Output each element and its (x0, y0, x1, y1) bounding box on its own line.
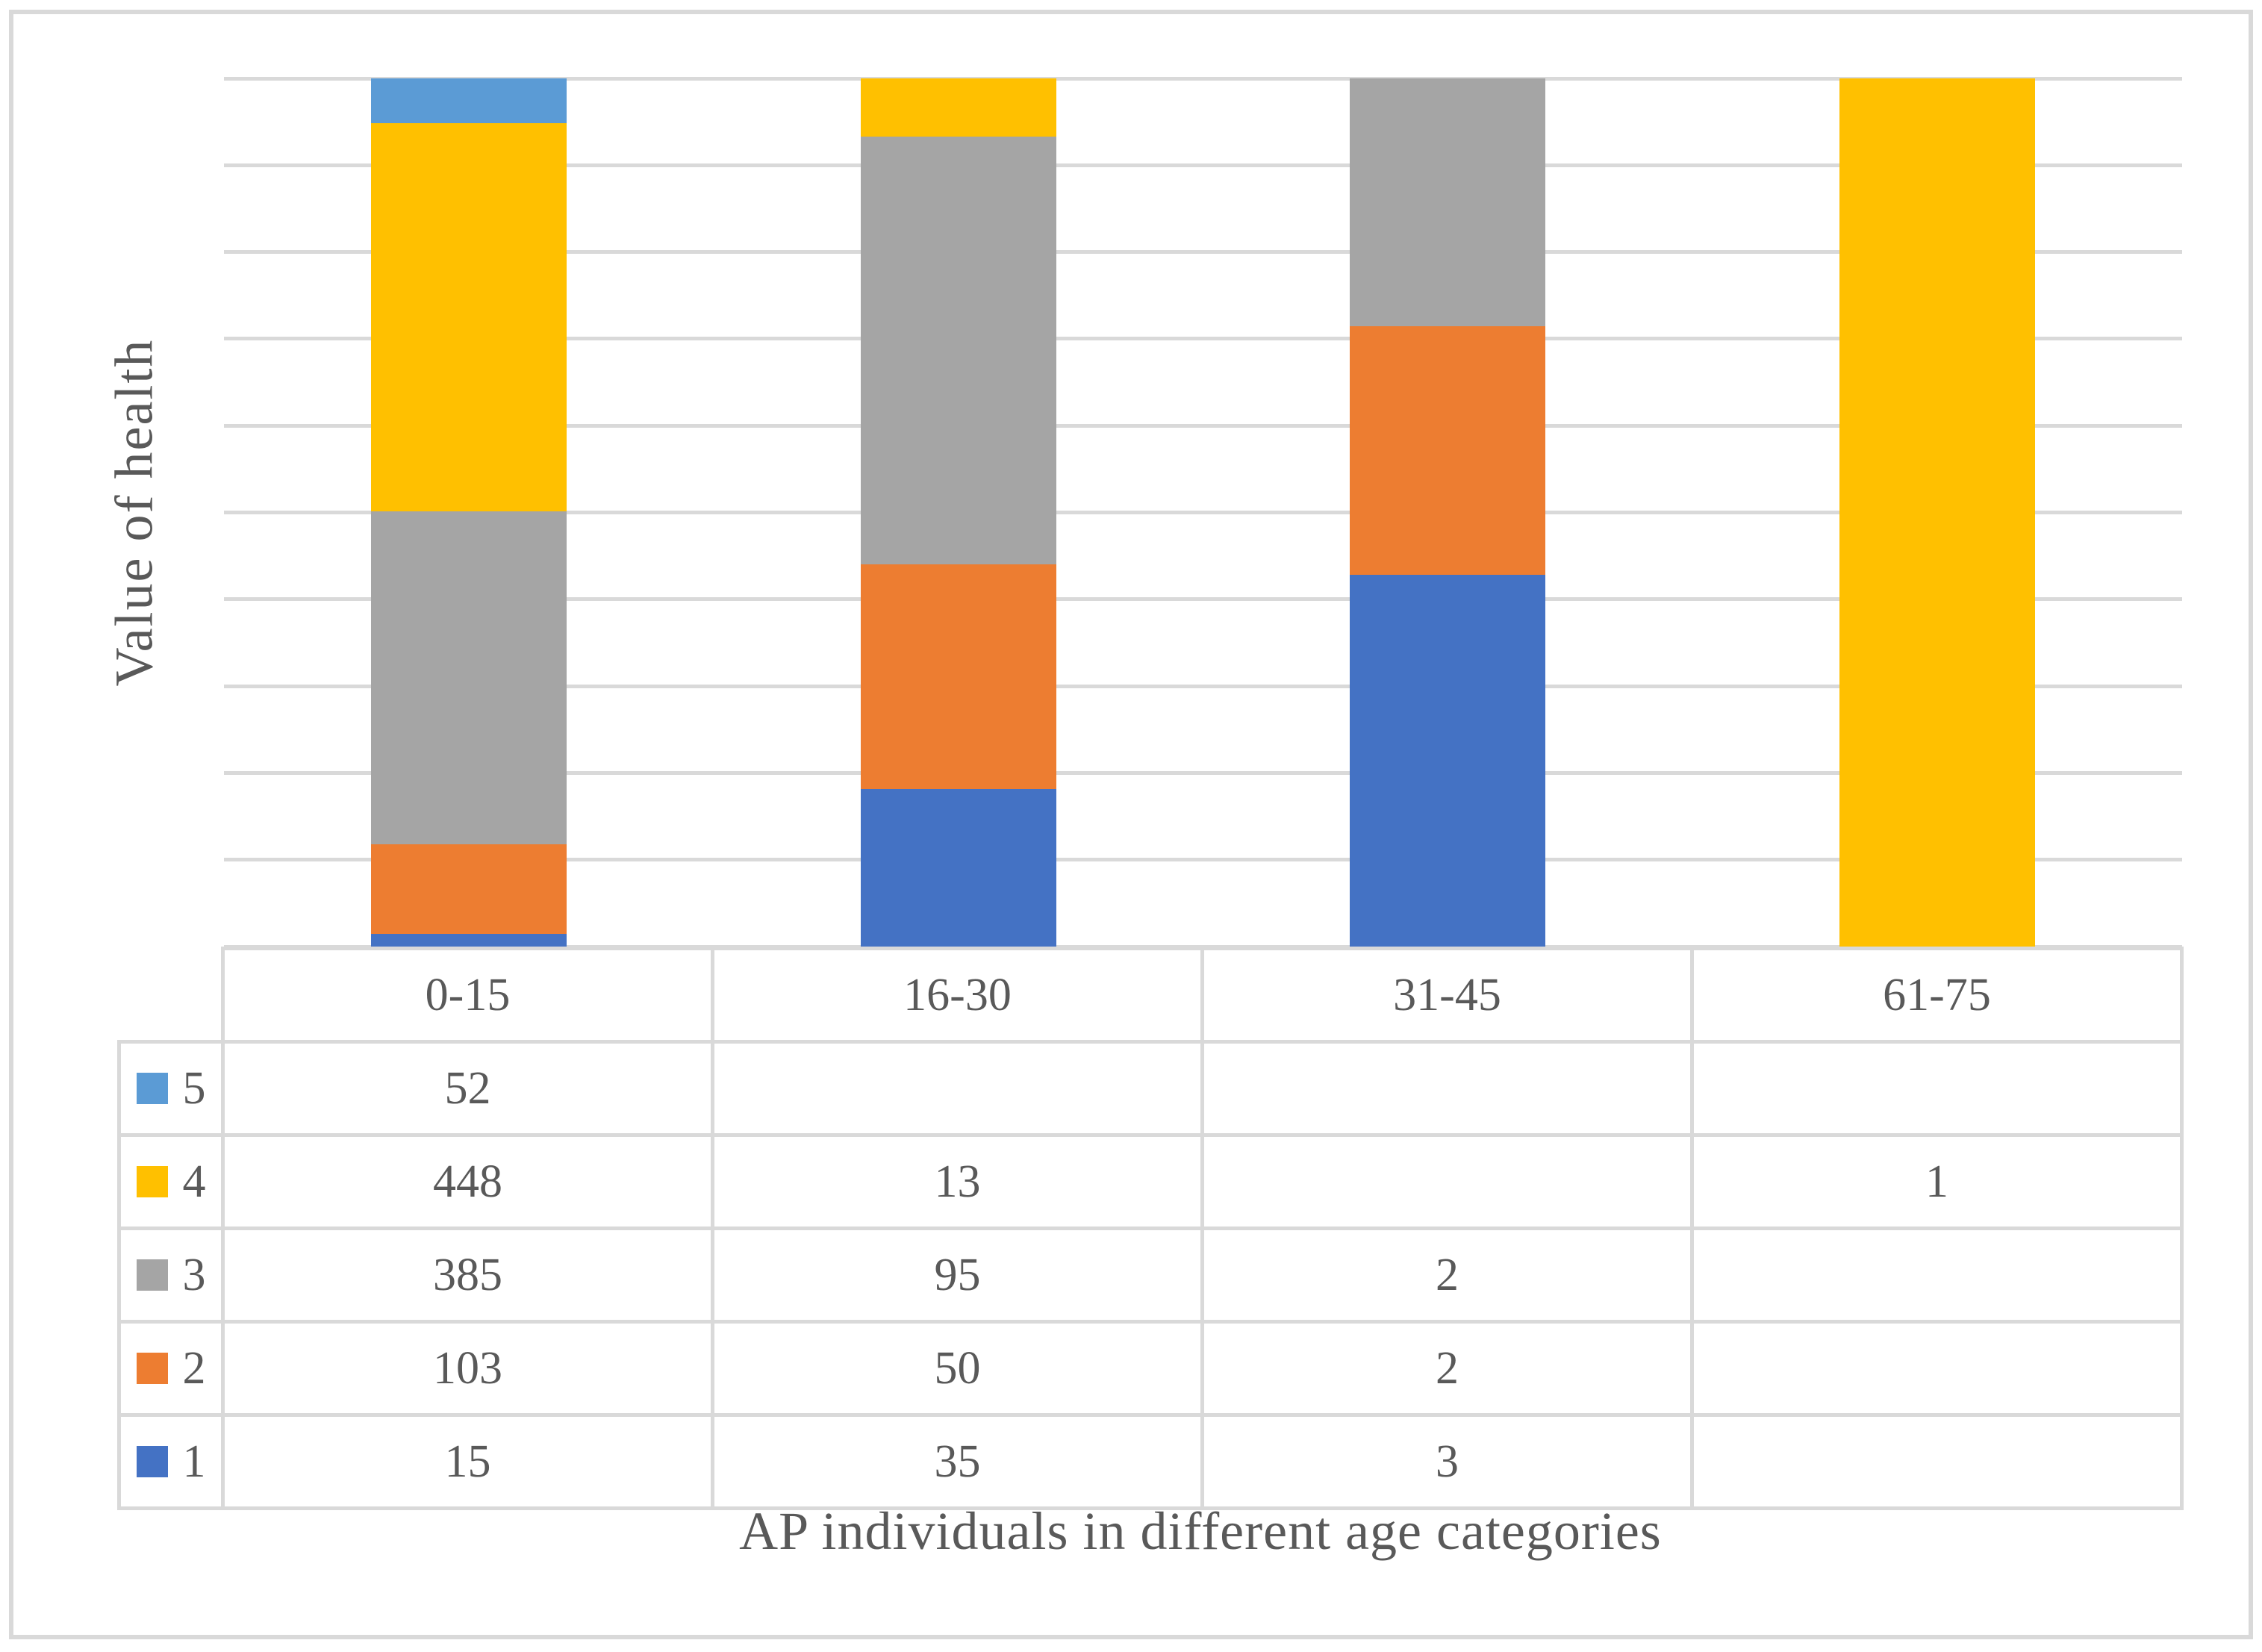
legend-swatch-2 (136, 1353, 168, 1384)
table-row-series-4: 4 448 13 1 (117, 1133, 2184, 1230)
gridline (224, 511, 2182, 514)
y-axis-title: Value of health (82, 78, 187, 947)
value-cell-0-15-series-4: 448 (221, 1133, 714, 1230)
value-cell-0-15-series-2: 103 (221, 1320, 714, 1417)
value-cell-61-75-series-3 (1690, 1226, 2184, 1324)
figure-border (9, 10, 2253, 1639)
legend-label-1: 1 (182, 1436, 206, 1487)
legend-cell-series-4: 4 (117, 1133, 225, 1230)
legend-cell-series-2: 2 (117, 1320, 225, 1417)
legend-label-4: 4 (182, 1156, 206, 1207)
bar-segment-16-30-series-3 (860, 137, 1056, 564)
legend-label-3: 3 (182, 1249, 206, 1300)
gridline (224, 337, 2182, 341)
legend-cell-series-5: 5 (117, 1040, 225, 1137)
data-table: 0-15 16-30 31-45 61-75 5 52 4 448 13 1 3 385 95 2 2 103… (117, 947, 2184, 1510)
value-cell-16-30-series-3: 95 (711, 1226, 1204, 1324)
category-header-31-45: 31-45 (1200, 947, 1694, 1044)
legend-label-5: 5 (182, 1062, 206, 1114)
value-cell-31-45-series-4 (1200, 1133, 1694, 1230)
legend-cell-series-3: 3 (117, 1226, 225, 1324)
value-cell-61-75-series-2 (1690, 1320, 2184, 1417)
gridline (224, 423, 2182, 428)
table-header-row: 0-15 16-30 31-45 61-75 (119, 947, 2184, 1044)
bar-segment-16-30-series-4 (860, 78, 1056, 137)
x-axis-title: AP individuals in different age categori… (739, 1501, 1662, 1561)
bar-segment-0-15-series-2 (370, 844, 567, 934)
gridline (224, 770, 2182, 775)
legend-swatch-4 (136, 1166, 168, 1197)
value-cell-16-30-series-1: 35 (711, 1413, 1204, 1510)
value-cell-31-45-series-3: 2 (1200, 1226, 1694, 1324)
table-row-series-1: 1 15 35 3 (117, 1413, 2184, 1510)
legend-label-2: 2 (182, 1342, 206, 1394)
value-cell-61-75-series-4: 1 (1690, 1133, 2184, 1230)
gridline (224, 858, 2182, 862)
value-cell-0-15-series-3: 385 (221, 1226, 714, 1324)
value-cell-61-75-series-1 (1690, 1413, 2184, 1510)
plot-area (224, 76, 2182, 949)
category-header-0-15: 0-15 (221, 947, 714, 1044)
value-cell-31-45-series-5 (1200, 1040, 1694, 1137)
legend-swatch-3 (136, 1259, 168, 1291)
bar-segment-31-45-series-1 (1350, 574, 1546, 947)
bar-segment-16-30-series-1 (860, 789, 1056, 947)
value-cell-31-45-series-1: 3 (1200, 1413, 1694, 1510)
bar-segment-0-15-series-4 (370, 123, 567, 511)
category-header-61-75: 61-75 (1690, 947, 2184, 1044)
bar-segment-31-45-series-2 (1350, 326, 1546, 575)
legend-cell-series-1: 1 (117, 1413, 225, 1510)
value-cell-31-45-series-2: 2 (1200, 1320, 1694, 1417)
value-cell-16-30-series-2: 50 (711, 1320, 1204, 1417)
table-row-series-2: 2 103 50 2 (117, 1320, 2184, 1417)
legend-swatch-5 (136, 1073, 168, 1104)
value-cell-61-75-series-5 (1690, 1040, 2184, 1137)
bar-segment-0-15-series-3 (370, 511, 567, 845)
value-cell-16-30-series-5 (711, 1040, 1204, 1137)
bar-segment-0-15-series-1 (370, 933, 567, 947)
bar-segment-0-15-series-5 (370, 78, 567, 124)
legend-swatch-1 (136, 1446, 168, 1477)
gridline (224, 76, 2182, 81)
table-row-series-5: 5 52 (117, 1040, 2184, 1137)
gridline (224, 684, 2182, 688)
value-cell-0-15-series-1: 15 (221, 1413, 714, 1510)
bar-segment-16-30-series-2 (860, 564, 1056, 790)
gridline (224, 944, 2182, 949)
bar-segment-61-75-series-4 (1839, 78, 2036, 947)
category-header-16-30: 16-30 (711, 947, 1204, 1044)
gridline (224, 163, 2182, 167)
value-cell-16-30-series-4: 13 (711, 1133, 1204, 1230)
gridline (224, 597, 2182, 602)
table-row-series-3: 3 385 95 2 (117, 1226, 2184, 1324)
bar-segment-31-45-series-3 (1350, 78, 1546, 327)
y-axis-title-text: Value of health (104, 338, 164, 687)
gridline (224, 250, 2182, 255)
table-corner-cell (119, 949, 223, 1042)
value-cell-0-15-series-5: 52 (221, 1040, 714, 1137)
